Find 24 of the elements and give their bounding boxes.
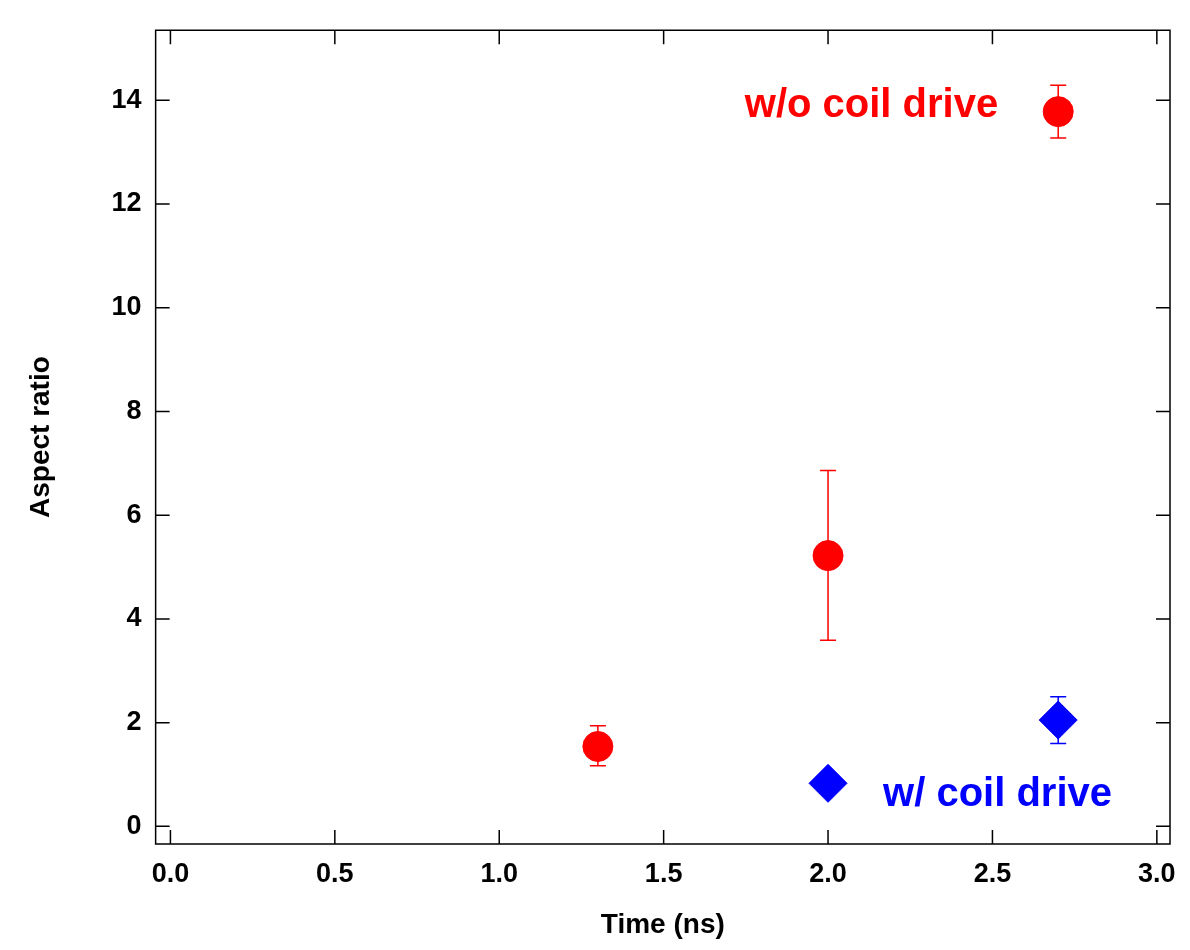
y-tick-label: 4 [126, 602, 142, 633]
point [812, 540, 844, 572]
y-axis-title: Aspect ratio [23, 356, 55, 519]
y-tick-label: 6 [126, 498, 142, 529]
point [1038, 700, 1078, 740]
x-tick-label: 0.5 [316, 857, 354, 888]
x-tick-label: 0.0 [151, 857, 190, 888]
series-label: w/o coil drive [743, 80, 999, 125]
y-tick-label: 2 [126, 706, 142, 737]
y-tick-label: 14 [111, 83, 142, 114]
x-tick-label: 2.0 [809, 857, 847, 888]
y-tick-label: 12 [111, 187, 142, 218]
point [1042, 96, 1074, 128]
x-tick-label: 1.5 [644, 857, 683, 888]
series-label: w/ coil drive [882, 770, 1113, 815]
x-tick-label: 3.0 [1138, 857, 1176, 888]
y-tick-label: 0 [126, 809, 142, 840]
x-tick-label: 1.0 [480, 857, 519, 888]
y-tick-label: 8 [126, 394, 142, 425]
y-tick-label: 10 [111, 291, 142, 322]
x-axis-title: Time (ns) [600, 907, 725, 939]
point [582, 730, 614, 762]
x-tick-label: 2.5 [973, 857, 1012, 888]
point [808, 763, 848, 803]
